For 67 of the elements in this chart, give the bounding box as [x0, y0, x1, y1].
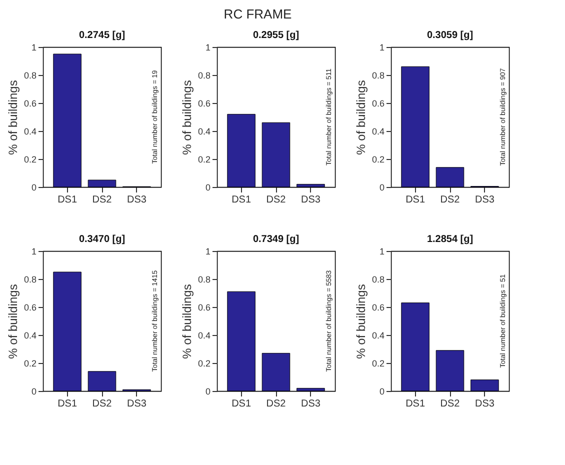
- x-tick-label: DS1: [406, 194, 426, 206]
- chart-title: 0.7349 [g]: [252, 234, 300, 245]
- y-axis-title: % of buildings: [6, 284, 20, 359]
- x-tick-label: DS2: [440, 194, 460, 206]
- y-tick-label: 1: [379, 42, 384, 52]
- y-tick-label: 1: [205, 246, 210, 256]
- y-tick-label: 0.4: [372, 330, 384, 340]
- y-tick-label: 0.4: [24, 126, 36, 136]
- x-tick-label: DS3: [474, 398, 495, 410]
- y-tick-label: 1: [31, 42, 36, 52]
- x-tick-label: DS3: [300, 194, 321, 206]
- x-tick-label: DS3: [300, 398, 321, 410]
- y-tick-label: 0.2: [198, 358, 210, 368]
- chart-title: 0.3059 [g]: [426, 30, 474, 41]
- y-tick-label: 0.8: [24, 274, 36, 284]
- y-tick-label: 0: [379, 182, 384, 192]
- y-tick-label: 0.8: [372, 274, 384, 284]
- x-tick-label: DS3: [126, 398, 147, 410]
- x-tick-label: DS3: [474, 194, 495, 206]
- y-tick-label: 0.6: [24, 98, 36, 108]
- y-tick-label: 1: [379, 246, 384, 256]
- y-tick-label: 0.2: [24, 154, 36, 164]
- chart-title: 1.2854 [g]: [426, 234, 474, 245]
- x-tick-label: DS1: [232, 194, 252, 206]
- x-tick-label: DS3: [126, 194, 147, 206]
- y-tick-label: 0.8: [372, 70, 384, 80]
- y-tick-label: 0.6: [198, 302, 210, 312]
- y-tick-label: 0.8: [198, 274, 210, 284]
- x-tick-label: DS2: [92, 398, 112, 410]
- y-axis-title: % of buildings: [180, 80, 194, 155]
- y-tick-label: 0: [205, 182, 210, 192]
- y-tick-label: 0.8: [24, 70, 36, 80]
- y-axis-title: % of buildings: [354, 80, 368, 155]
- y-tick-label: 0: [205, 386, 210, 396]
- y-tick-label: 0.6: [372, 302, 384, 312]
- x-tick-label: DS1: [58, 398, 78, 410]
- x-tick-label: DS2: [266, 194, 286, 206]
- x-tick-label: DS2: [440, 398, 460, 410]
- y-axis-title: % of buildings: [354, 284, 368, 359]
- y-tick-label: 1: [31, 246, 36, 256]
- chart-title: 0.3470 [g]: [78, 234, 126, 245]
- y-axis-title: % of buildings: [6, 80, 20, 155]
- y-tick-label: 0.4: [372, 126, 384, 136]
- y-tick-label: 1: [205, 42, 210, 52]
- y-tick-label: 0: [31, 386, 36, 396]
- chart-title: 0.2955 [g]: [252, 30, 300, 41]
- y-tick-label: 0.2: [372, 154, 384, 164]
- y-axis-title: % of buildings: [180, 284, 194, 359]
- x-tick-label: DS2: [266, 398, 286, 410]
- y-tick-label: 0.2: [198, 154, 210, 164]
- x-tick-label: DS1: [58, 194, 78, 206]
- y-tick-label: 0.6: [198, 98, 210, 108]
- y-tick-label: 0.4: [198, 126, 210, 136]
- y-tick-label: 0.8: [198, 70, 210, 80]
- y-tick-label: 0.4: [24, 330, 36, 340]
- x-tick-label: DS2: [92, 194, 112, 206]
- x-tick-label: DS1: [232, 398, 252, 410]
- y-tick-label: 0: [379, 386, 384, 396]
- y-tick-label: 0.2: [24, 358, 36, 368]
- text: RC FRAME: [224, 6, 292, 22]
- y-tick-label: 0.6: [24, 302, 36, 312]
- y-tick-label: 0: [31, 182, 36, 192]
- y-tick-label: 0.2: [372, 358, 384, 368]
- y-tick-label: 0.4: [198, 330, 210, 340]
- chart-title: 0.2745 [g]: [78, 30, 126, 41]
- y-tick-label: 0.6: [372, 98, 384, 108]
- x-tick-label: DS1: [406, 398, 426, 410]
